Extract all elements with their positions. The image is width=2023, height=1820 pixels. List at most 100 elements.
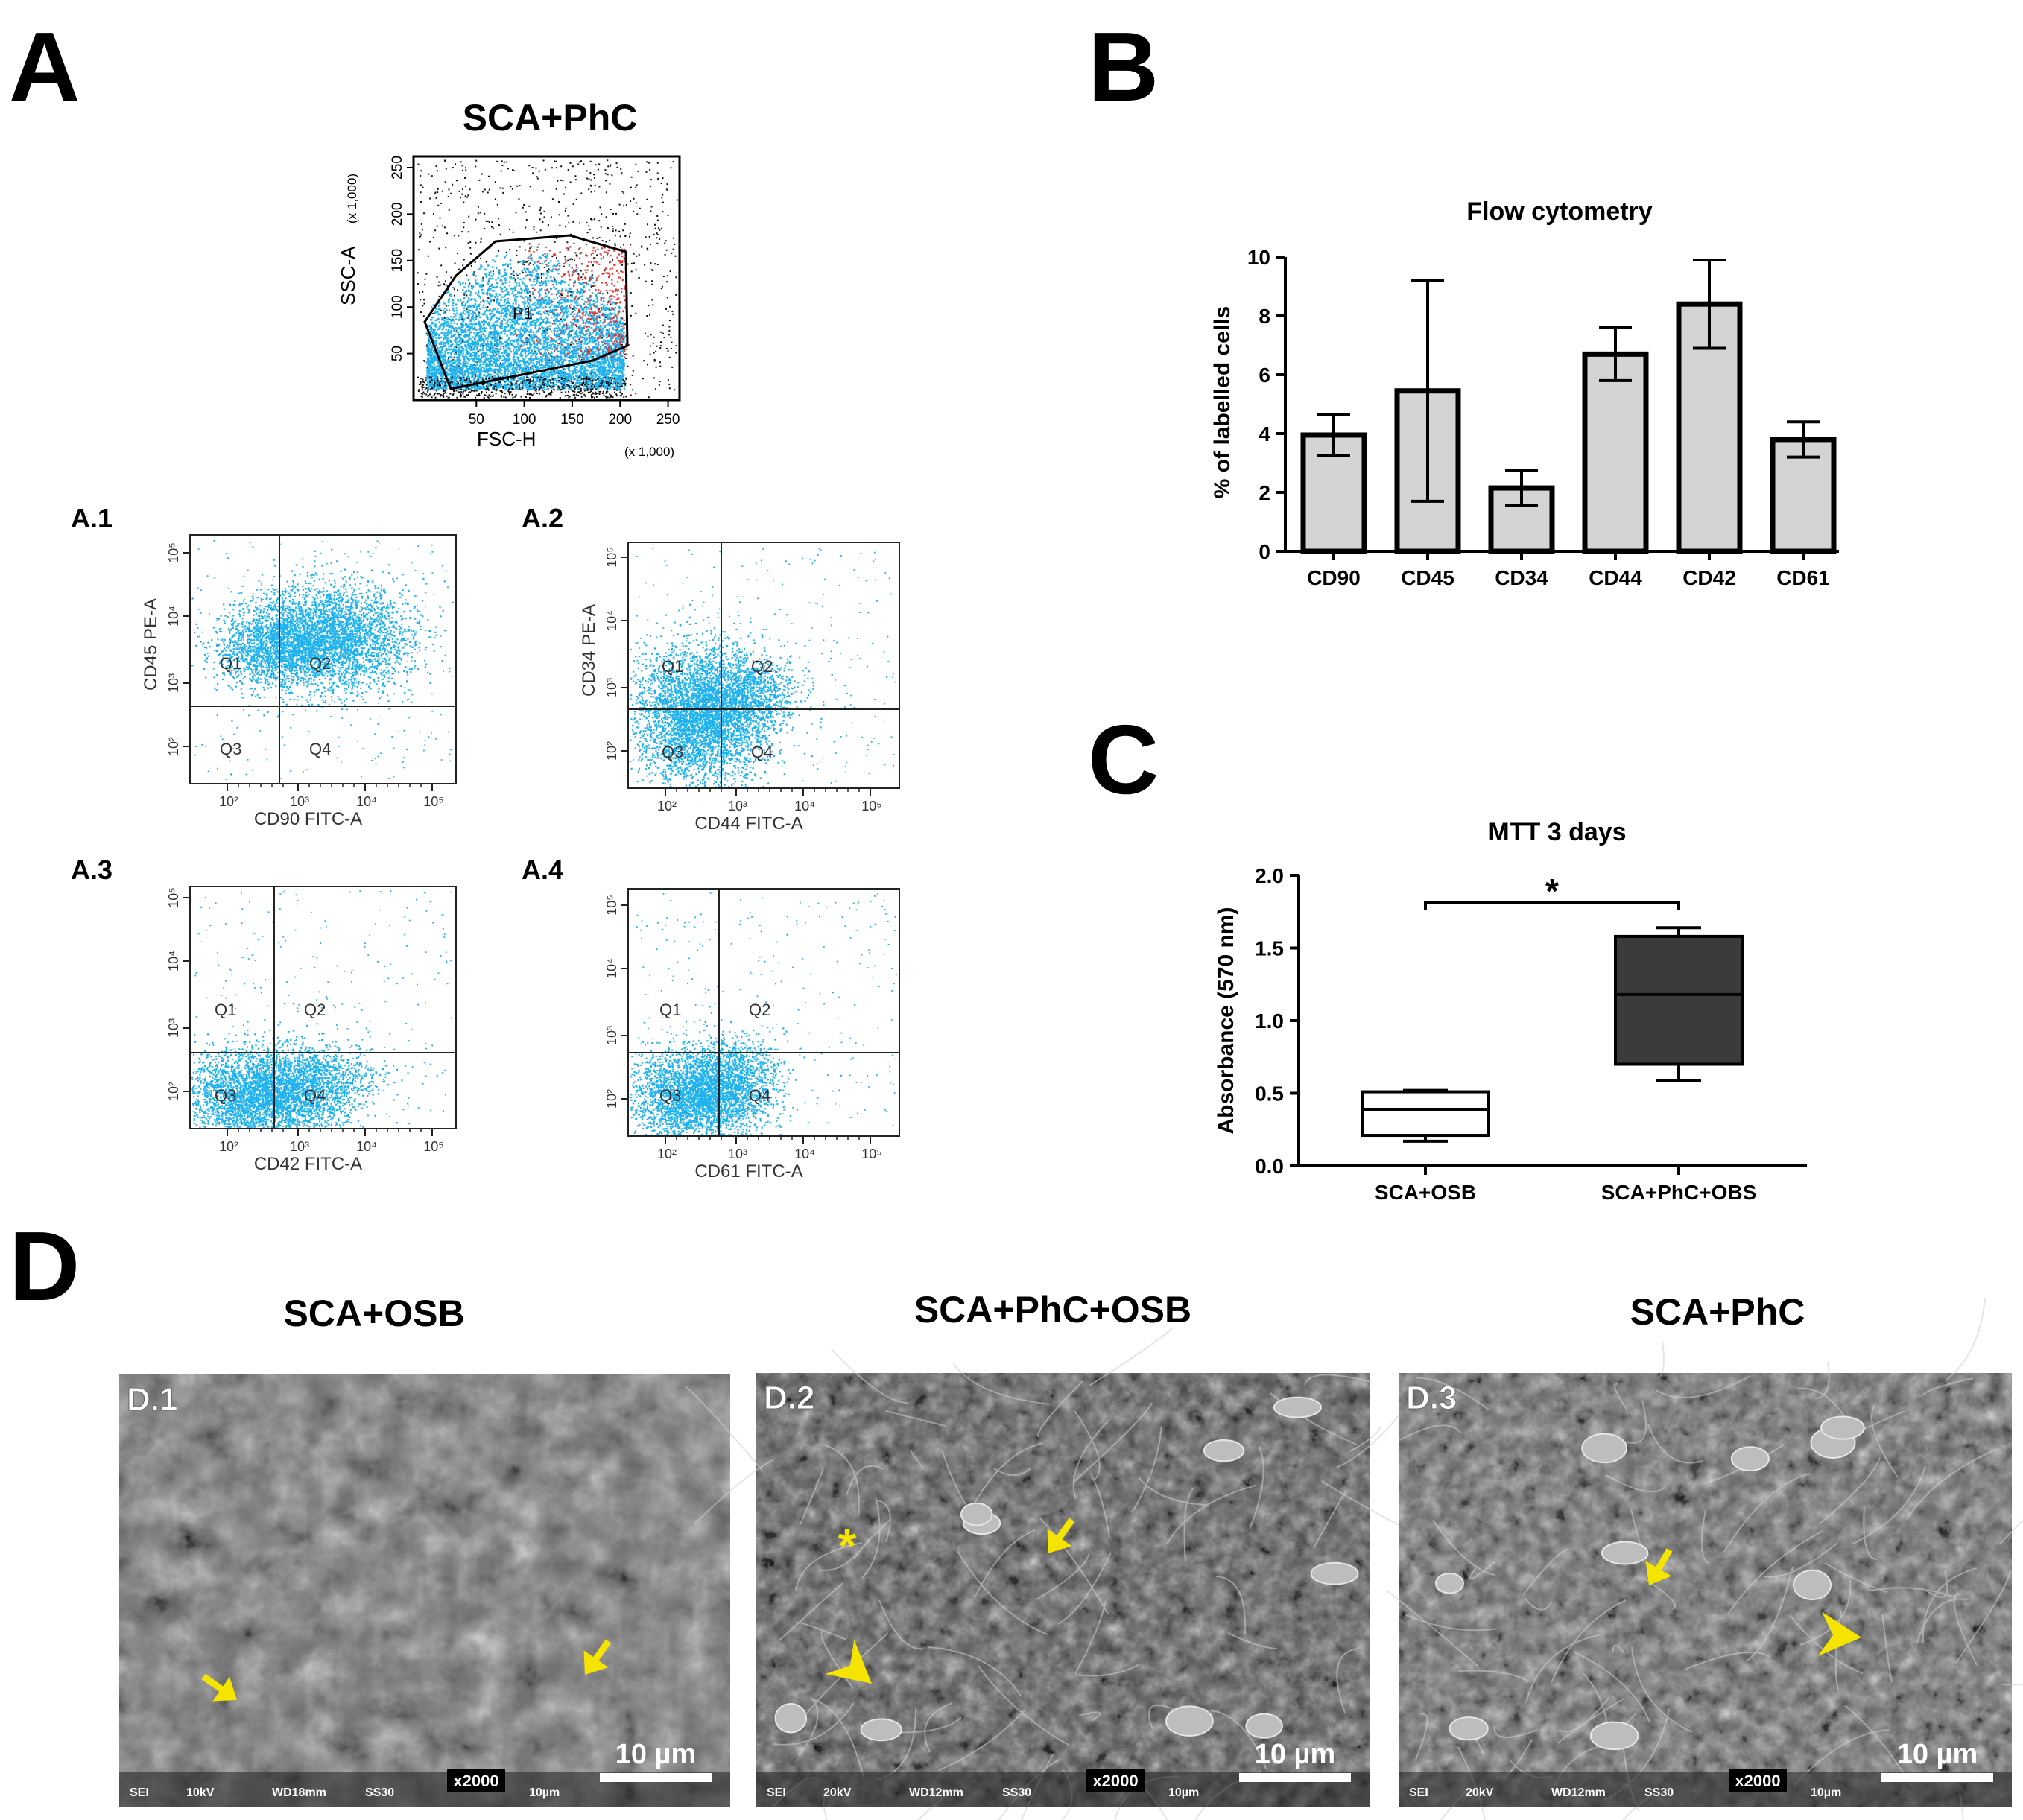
subplot-x-tick-label: 10⁴	[794, 799, 815, 814]
column-title-1: SCA+OSB	[283, 1293, 464, 1334]
gate-plot-x-multiplier: (x 1,000)	[624, 445, 674, 459]
sem-mag-box	[447, 1769, 505, 1792]
gate-y-tick-label: 200	[390, 203, 405, 226]
sem-erythrocyte	[1273, 1396, 1322, 1418]
bar-x-tick-label: CD45	[1401, 566, 1454, 589]
subplot-x-tick-label: 10⁴	[356, 794, 377, 809]
quadrant-label: Q3	[220, 740, 241, 758]
sem-erythrocyte	[960, 1502, 993, 1526]
sem-erythrocyte	[1165, 1705, 1214, 1737]
gate-x-tick-label: 250	[656, 412, 680, 428]
sem-texture	[1399, 1373, 2012, 1807]
sem-meta-text: WD18mm	[272, 1786, 326, 1799]
sem-meta-text: 10kV	[186, 1786, 215, 1799]
subplot-x-tick-label: 10⁵	[861, 1147, 881, 1161]
arrow-head	[583, 1650, 609, 1675]
subplot-x-label: CD61 FITC-A	[694, 1161, 802, 1182]
bar-cd44	[1582, 351, 1649, 554]
box-y-tick-label: 2.0	[1255, 864, 1284, 887]
sem-fibrin-fibers	[1386, 1297, 2023, 1820]
sem-image-3: D.3 SEI 20kV WD12mm SS30 x2000 10µm 10 µm	[1386, 1297, 2023, 1820]
sem-meta-text: WD12mm	[909, 1786, 963, 1799]
column-title-2: SCA+PhC+OSB	[914, 1289, 1191, 1331]
sem-magnification: x2000	[1735, 1772, 1780, 1790]
gate-x-tick-label: 200	[608, 412, 632, 428]
subplot-x-tick-label: 10⁵	[861, 799, 881, 814]
sem-meta-text: WD12mm	[1551, 1786, 1606, 1799]
gate-plot-x-label: FSC-H	[477, 428, 536, 450]
gate-plot: P1 50 100 150 200 250 50 100 150 200 250 FSC-H (…	[337, 155, 681, 459]
panel-label-d: D	[9, 1211, 80, 1321]
subplot-x-tick-label: 10⁵	[423, 794, 443, 809]
subplot-x-tick-label: 10⁴	[794, 1147, 815, 1161]
subplot-y-tick-label: 10²	[166, 737, 181, 756]
subplot-y-label: CD45 PE-A	[141, 598, 161, 691]
sem-erythrocyte	[1203, 1439, 1245, 1462]
subplot-y-tick-label: 10³	[166, 673, 181, 693]
sem-mag-box	[1086, 1769, 1145, 1792]
sem-scale-label: 10 µm	[1255, 1739, 1336, 1770]
quadrant-label: Q3	[215, 1086, 236, 1105]
subplot-x-tick-label: 10²	[657, 799, 677, 814]
quadrant-label: Q3	[659, 1086, 681, 1105]
quadrant-plot-3: A.3 Q1 Q2 Q3 Q4 10² 10³ 10⁴ 10⁵ 10² 10³ 10⁴ 10⁵ CD42 …	[71, 854, 457, 1174]
quadrant-plot-1: A.1 Q1 Q2 Q3 Q4 10² 10³ 10⁴ 10⁵ 10² 10³ 10⁴ 10⁵ CD90 …	[71, 503, 457, 829]
yellow-arrow-d1-left	[201, 1673, 237, 1702]
sem-meta-text: SEI	[1409, 1786, 1428, 1799]
gate-p1-label: P1	[513, 304, 533, 323]
bar-chart-x-ticks: CD90 CD45 CD34 CD44 CD42 CD61	[1307, 551, 1830, 589]
arrow-head	[1047, 1529, 1072, 1553]
subplot-x-tick-label: 10²	[657, 1147, 677, 1161]
box-x-tick-label: SCA+PhC+OBS	[1601, 1181, 1757, 1204]
subplot-y-tick-label: 10⁵	[604, 547, 619, 567]
sem-meta-text: SEI	[767, 1786, 786, 1799]
quadrant-label: Q3	[662, 743, 683, 761]
subplot-y-tick-label: 10³	[166, 1018, 181, 1038]
sem-panel-label: D.1	[127, 1381, 177, 1418]
quadrant-label: Q1	[659, 1001, 681, 1019]
gate-plot-y-ticks: 50 100 150 200 250	[390, 156, 414, 361]
subplot-label: A.2	[522, 503, 563, 533]
subplot-x-tick-label: 10²	[219, 794, 238, 809]
yellow-arrow-d1-right	[583, 1639, 612, 1675]
subplot-y-tick-label: 10²	[166, 1082, 181, 1101]
bar-chart-title: Flow cytometry	[1466, 197, 1652, 226]
subplot-frame	[627, 542, 900, 789]
yellow-arrowhead-d3	[1817, 1611, 1861, 1657]
gate-x-tick-label: 100	[513, 412, 536, 428]
sem-image-2: D.2 SEI 20kV WD12mm SS30 x2000 10µm 10 µm	[685, 1327, 1413, 1820]
subplot-frame	[189, 886, 457, 1129]
subplot-y-tick-label: 10⁴	[604, 958, 619, 979]
sem-panel-label: D.3	[1406, 1380, 1457, 1416]
subplot-x-tick-label: 10³	[290, 1139, 309, 1154]
significance-star: *	[1545, 872, 1559, 910]
subplot-y-tick-label: 10⁴	[604, 610, 619, 631]
sem-erythrocyte	[860, 1718, 902, 1742]
gate-debris-dots	[417, 376, 627, 399]
bar-chart-y-label: % of labelled cells	[1210, 306, 1235, 498]
bar-chart-y-ticks: 0 2 4 6 8 10	[1247, 246, 1285, 563]
quadrant-label: Q4	[304, 1086, 326, 1105]
gate-plot-y-multiplier: (x 1,000)	[345, 174, 359, 223]
quadrant-label: Q2	[309, 654, 331, 673]
box-chart-x-ticks: SCA+OSB SCA+PhC+OBS	[1375, 1166, 1756, 1204]
subplot-dots	[191, 540, 455, 780]
sem-erythrocyte	[1581, 1433, 1627, 1464]
box-y-tick-label: 0.0	[1255, 1155, 1284, 1178]
box-y-tick-label: 1.5	[1255, 937, 1284, 960]
subplot-y-tick-label: 10⁴	[166, 951, 181, 971]
subplot-x-label: CD42 FITC-A	[254, 1154, 362, 1174]
subplot-x-tick-label: 10⁵	[423, 1139, 443, 1154]
sem-scale-label: 10 µm	[1897, 1739, 1978, 1770]
quadrant-label: Q2	[751, 657, 773, 676]
box-x-tick-label: SCA+OSB	[1375, 1181, 1476, 1204]
bar-x-tick-label: CD42	[1682, 566, 1736, 589]
box-y-tick-label: 1.0	[1255, 1009, 1284, 1033]
box-iqr	[1614, 934, 1744, 1066]
subplot-x-label: CD44 FITC-A	[694, 814, 802, 834]
panel-label-c: C	[1088, 705, 1159, 814]
quadrant-label: Q1	[220, 654, 241, 673]
yellow-asterisk-d2: *	[838, 1519, 857, 1573]
quadrant-plots: A.1 Q1 Q2 Q3 Q4 10² 10³ 10⁴ 10⁵ 10² 10³ 10⁴ 10⁵ CD90 …	[71, 503, 900, 1182]
subplot-label: A.4	[522, 854, 563, 885]
